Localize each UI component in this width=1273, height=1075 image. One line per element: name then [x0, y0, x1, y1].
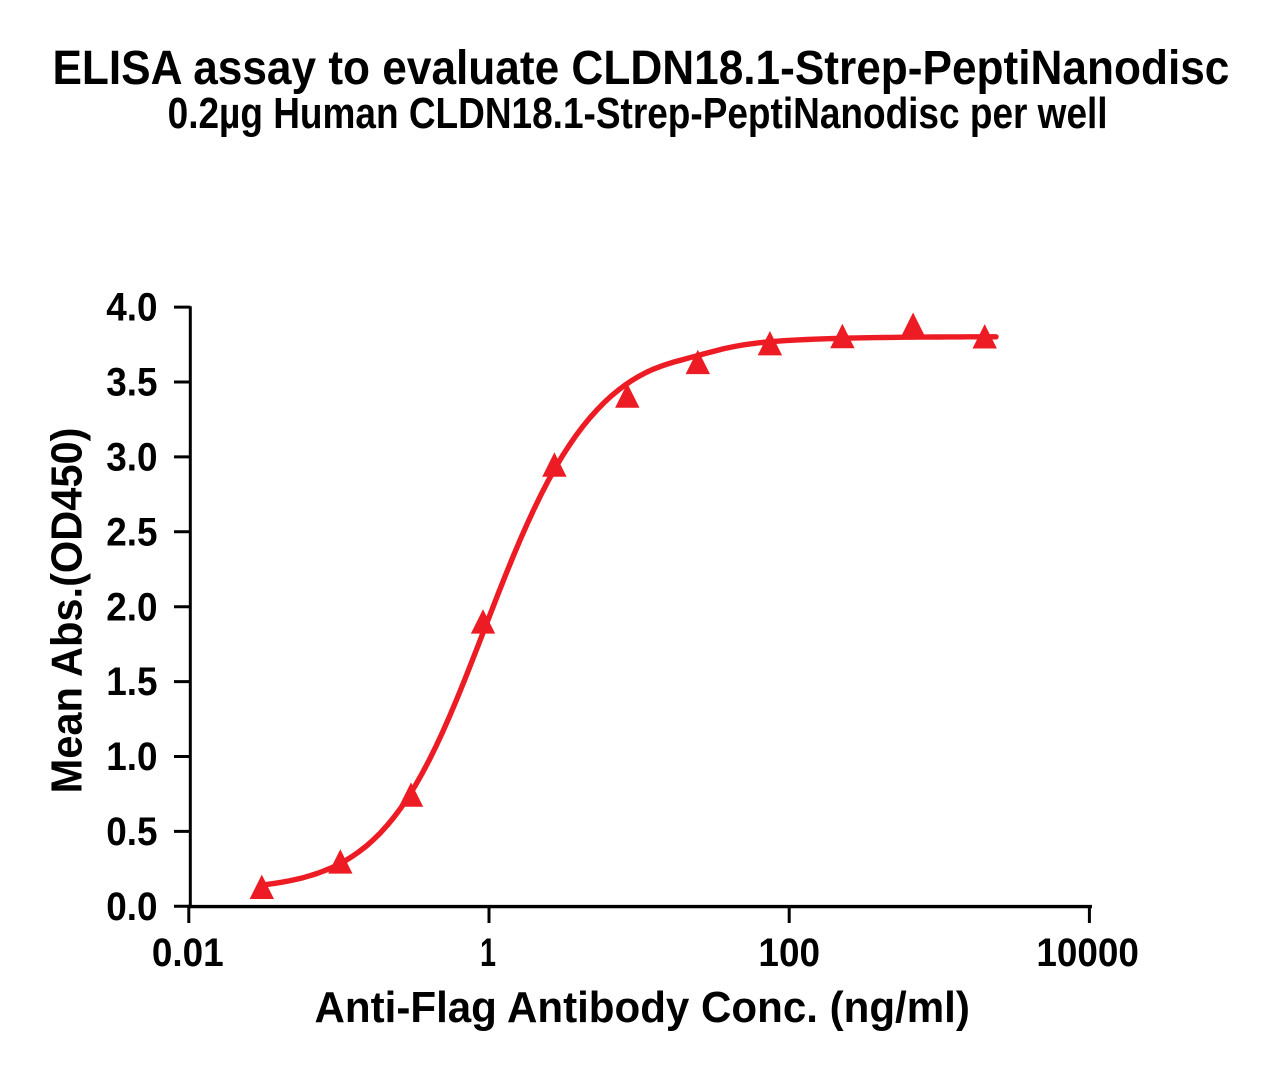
svg-text:3.5: 3.5	[106, 360, 157, 405]
svg-text:0.01: 0.01	[152, 931, 224, 976]
svg-text:0.5: 0.5	[106, 810, 157, 855]
svg-text:0.0: 0.0	[106, 885, 157, 930]
svg-text:1: 1	[480, 932, 496, 976]
svg-text:10000: 10000	[1036, 931, 1139, 976]
svg-text:2.5: 2.5	[106, 510, 157, 555]
svg-text:3.0: 3.0	[106, 435, 157, 480]
svg-text:Mean Abs.(OD450): Mean Abs.(OD450)	[42, 427, 91, 793]
svg-text:1.5: 1.5	[106, 660, 157, 705]
svg-text:1.0: 1.0	[106, 735, 157, 780]
svg-text:4.0: 4.0	[106, 285, 157, 330]
svg-text:100: 100	[758, 931, 820, 976]
svg-text:Anti-Flag Antibody Conc. (ng/m: Anti-Flag Antibody Conc. (ng/ml)	[315, 984, 970, 1033]
svg-text:0.2µg Human CLDN18.1-Strep-Pep: 0.2µg Human CLDN18.1-Strep-PeptiNanodisc…	[168, 89, 1108, 137]
svg-text:2.0: 2.0	[106, 585, 157, 630]
svg-text:ELISA assay to evaluate CLDN18: ELISA assay to evaluate CLDN18.1-Strep-P…	[52, 40, 1229, 94]
